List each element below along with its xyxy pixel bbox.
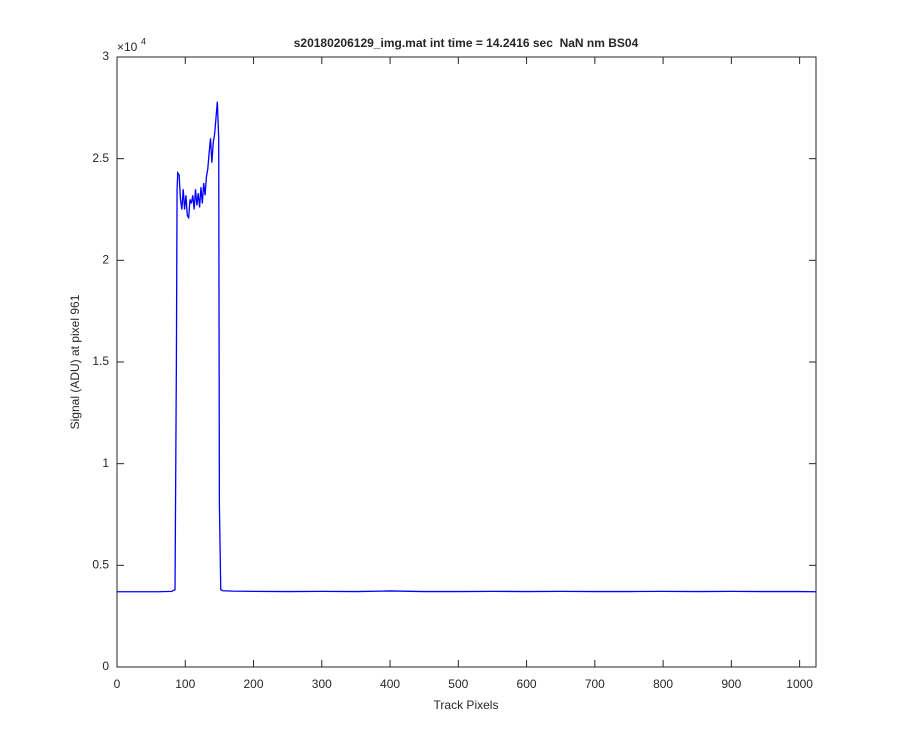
chart-title: s20180206129_img.mat int time = 14.2416 …: [294, 36, 639, 50]
x-tick-label: 800: [653, 677, 673, 691]
y-multiplier: ×10: [117, 40, 138, 54]
y-axis-label: Signal (ADU) at pixel 961: [68, 294, 82, 429]
x-tick-label: 100: [175, 677, 195, 691]
y-tick-label: 1.5: [92, 354, 109, 368]
y-tick-label: 0.5: [92, 558, 109, 572]
x-tick-label: 600: [517, 677, 537, 691]
y-tick-label: 2.5: [92, 151, 109, 165]
x-tick-label: 500: [448, 677, 468, 691]
y-multiplier-exponent: 4: [141, 36, 146, 46]
x-tick-label: 700: [585, 677, 605, 691]
y-tick-label: 2: [102, 253, 109, 267]
y-tick-label: 1: [102, 456, 109, 470]
x-tick-label: 300: [312, 677, 332, 691]
plot-area: [116, 56, 817, 668]
x-tick-label: 400: [380, 677, 400, 691]
data-line: [117, 101, 817, 593]
x-axis-label: Track Pixels: [434, 698, 499, 712]
x-tick-label: 1000: [786, 677, 813, 691]
x-tick-label: 200: [244, 677, 264, 691]
y-tick-label: 3: [102, 49, 109, 63]
x-tick-label: 900: [721, 677, 741, 691]
y-tick-label: 0: [102, 659, 109, 673]
x-tick-label: 0: [114, 677, 121, 691]
